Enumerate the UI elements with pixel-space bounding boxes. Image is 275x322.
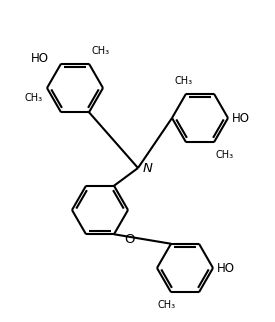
Text: CH₃: CH₃	[216, 150, 234, 160]
Text: O: O	[124, 232, 134, 245]
Text: HO: HO	[31, 52, 49, 65]
Text: N: N	[143, 162, 153, 175]
Text: CH₃: CH₃	[158, 300, 176, 310]
Text: HO: HO	[217, 261, 235, 274]
Text: CH₃: CH₃	[91, 46, 109, 56]
Text: CH₃: CH₃	[175, 76, 193, 86]
Text: HO: HO	[232, 111, 250, 125]
Text: CH₃: CH₃	[25, 93, 43, 103]
